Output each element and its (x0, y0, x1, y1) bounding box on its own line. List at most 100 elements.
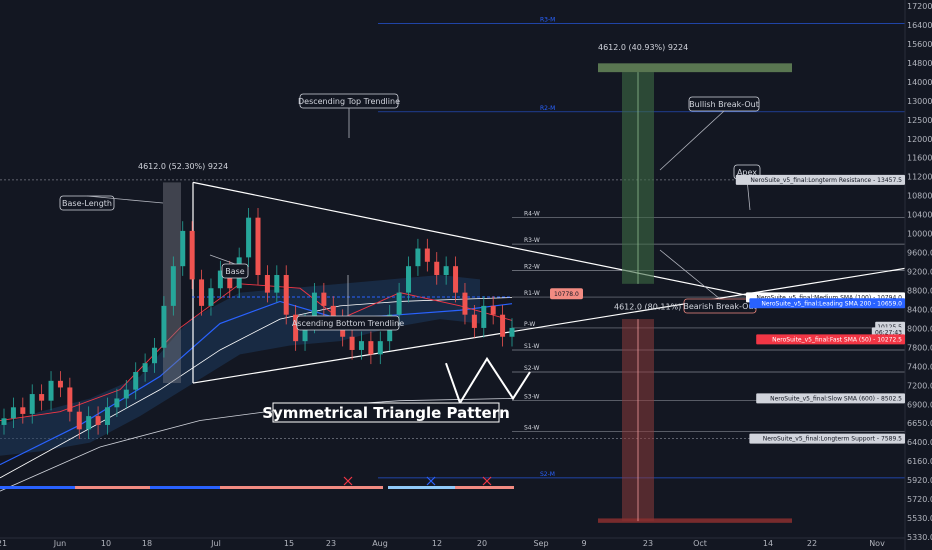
candle-body (396, 292, 402, 315)
signal-segment (220, 486, 290, 489)
y-tick-label: 10800.0 (907, 192, 932, 201)
w-pattern-line (445, 356, 531, 406)
ascending-callout-label: Ascending Bottom Trendline (292, 319, 404, 328)
bullish-callout-label: Bullish Break-Out (689, 100, 759, 109)
signal-segment (388, 486, 455, 489)
x-tick-label: 22 (807, 539, 817, 548)
right-tags: NeroSuite_v5_final:Longterm Resistance -… (735, 174, 905, 444)
candle-body (330, 305, 336, 320)
right-tag-box (749, 298, 905, 309)
right-tag-box (735, 174, 905, 185)
bearish-callout-pointer (659, 249, 721, 300)
ascending-trendline (192, 267, 906, 384)
level-label: R3-M (540, 17, 555, 24)
signal-segment (150, 486, 220, 489)
candle-body (189, 230, 195, 280)
candle-body (358, 341, 364, 350)
candle-body (29, 394, 35, 414)
candle-body (152, 347, 158, 364)
price-tag-label: 10778.0 (554, 291, 579, 298)
level-label: R2-W (524, 264, 540, 271)
y-tick-label: 6400.0 (907, 438, 932, 447)
candle-body (471, 314, 477, 328)
y-tick-label: 10400.0 (907, 211, 932, 220)
bearish-callout-label: Bearish Break-Out (683, 302, 756, 311)
base-length-callout-label: Base-Length (62, 199, 112, 208)
signal-marker (343, 476, 353, 486)
candle-body (10, 407, 16, 419)
y-tick-label: 9600.0 (907, 249, 932, 258)
price-axis: 17200.0 16400.0 15600.0 14800.0 14000.0 13000… (904, 0, 932, 550)
y-tick-label: 17200.0 (907, 2, 932, 11)
base-length-callout-pointer (86, 195, 164, 204)
right-tag-box (756, 393, 905, 404)
y-tick-label: 7200.0 (907, 381, 932, 390)
candle-body (293, 314, 299, 342)
y-tick-label: 8000.0 (907, 324, 932, 333)
candle-body (415, 248, 421, 267)
x-tick-label: 23 (326, 539, 336, 548)
candle-body (76, 411, 82, 430)
x-tick-label: 23 (643, 539, 653, 548)
level-label: S2-W (524, 365, 540, 372)
candle-body (86, 416, 92, 430)
y-tick-label: 5530.0 (907, 514, 932, 523)
candle-body (1, 418, 7, 425)
slow-sma-line (0, 398, 513, 492)
candle-body (161, 305, 167, 348)
bull-measure-label: 4612.0 (40.93%) 9224 (598, 43, 688, 52)
x-tick-label: 14 (763, 539, 773, 548)
y-tick-label: 11600.0 (907, 154, 932, 163)
y-tick-label: 8400.0 (907, 305, 932, 314)
candle-body (208, 288, 214, 306)
y-tick-label: 14800.0 (907, 59, 932, 68)
level-label: S2-M (540, 471, 555, 478)
y-tick-label: 15600.0 (907, 40, 932, 49)
y-tick-label: 6650.0 (907, 419, 932, 428)
candle-body (246, 217, 252, 258)
signal-segment (455, 486, 514, 489)
y-tick-label: 11200.0 (907, 173, 932, 182)
candle-body (434, 261, 440, 275)
y-tick-label: 14000.0 (907, 78, 932, 87)
level-label: R4-W (524, 211, 540, 218)
chart-title: Symmetrical Triangle Pattern (262, 404, 510, 422)
right-tag-label: NeroSuite_v5_final:Slow SMA (600) - 8502… (770, 395, 902, 402)
x-tick-label: 15 (284, 539, 294, 548)
right-tag-label: NeroSuite_v5_final:Medium SMA (100) - 10… (756, 294, 902, 301)
signal-segment (290, 486, 383, 489)
fast-sma-line (0, 283, 513, 421)
y-tick-label: 6160.0 (907, 457, 932, 466)
time-axis: 21 Jun 10 18 Jul 15 23 Aug 12 20 Sep 9 23 Oct 14 22 Nov (0, 537, 905, 548)
candle-body (48, 380, 54, 401)
candle-body (180, 230, 186, 267)
apex-callout-label: Apex (737, 168, 757, 177)
price-tag-box (550, 288, 583, 300)
top-measure-label: 4612.0 (52.30%) 9224 (138, 162, 228, 171)
signal-marker (482, 476, 492, 486)
callouts: Descending Top Trendline Ascending Bottom… (59, 93, 761, 331)
y-tick-label: 8800.0 (907, 286, 932, 295)
y-tick-label: 12000.0 (907, 135, 932, 144)
x-tick-label: 20 (477, 539, 487, 548)
x-tick-label: 21 (0, 539, 7, 548)
base-callout-pointer (209, 254, 236, 265)
candle-body (39, 394, 45, 401)
candle-body (123, 389, 129, 399)
right-tag-label: NeroSuite_v5_final:Longterm Support - 75… (763, 436, 902, 443)
candle-body (227, 270, 233, 289)
level-label: S4-W (524, 425, 540, 432)
base-callout-label: Base (225, 267, 245, 276)
y-tick-label: 7400.0 (907, 362, 932, 371)
level-label: R3-W (524, 237, 540, 244)
candle-body (67, 387, 73, 412)
candle-body (321, 292, 327, 306)
right-tag-label: NeroSuite_v5_final:Longterm Resistance -… (750, 177, 902, 184)
right-tag-label: NeroSuite_v5_final:Fast SMA (50) - 10272… (772, 336, 902, 343)
candle-body (274, 275, 280, 293)
x-tick-label: 9 (581, 539, 586, 548)
candle-body (57, 380, 63, 388)
candle-body (462, 292, 468, 315)
